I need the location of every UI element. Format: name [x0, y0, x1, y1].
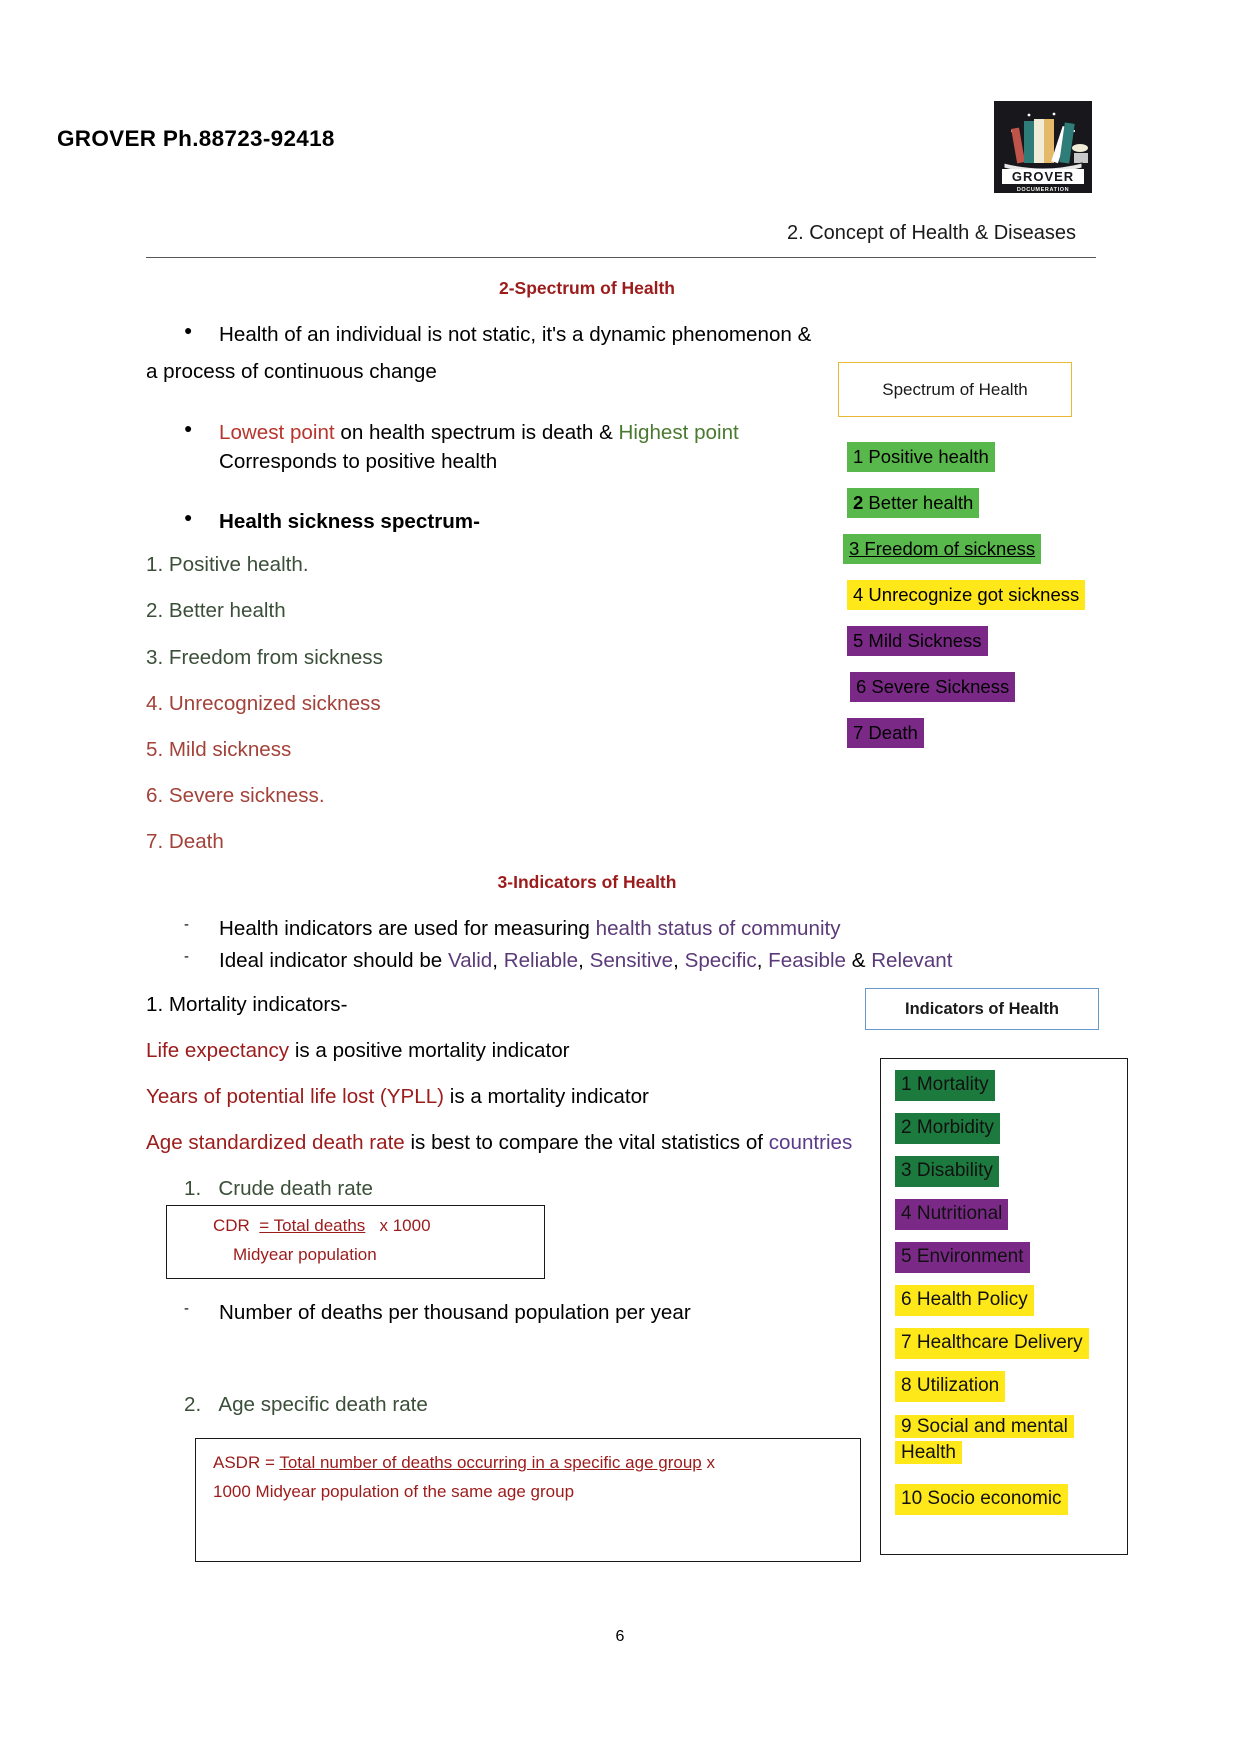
svg-text:DOCUMERATION: DOCUMERATION — [1017, 187, 1069, 193]
svg-text:GROVER: GROVER — [1012, 169, 1074, 184]
